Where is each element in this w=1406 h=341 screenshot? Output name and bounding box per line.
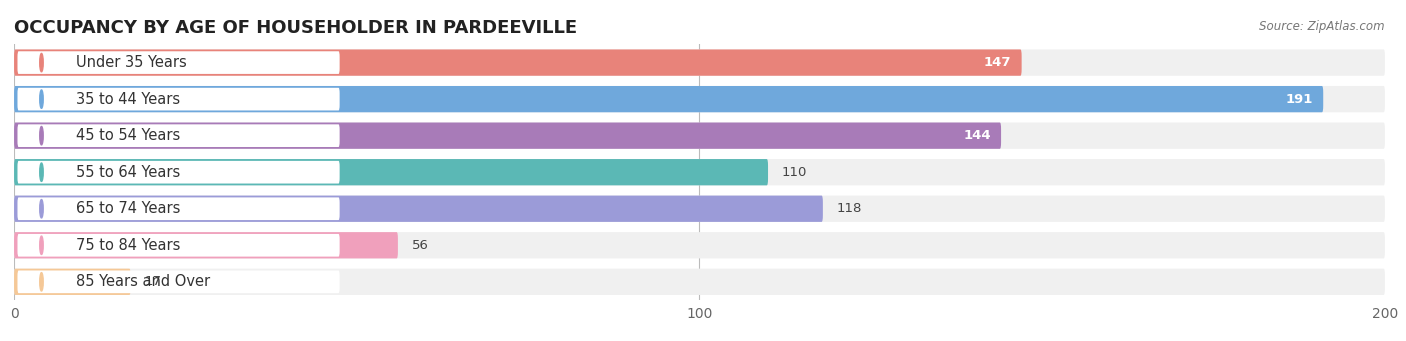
Text: 191: 191 bbox=[1285, 93, 1313, 106]
FancyBboxPatch shape bbox=[14, 49, 1022, 76]
FancyBboxPatch shape bbox=[14, 269, 1385, 295]
Text: 56: 56 bbox=[412, 239, 429, 252]
Circle shape bbox=[39, 199, 44, 218]
Circle shape bbox=[39, 54, 44, 72]
Circle shape bbox=[39, 127, 44, 145]
Circle shape bbox=[39, 163, 44, 181]
FancyBboxPatch shape bbox=[17, 124, 340, 147]
FancyBboxPatch shape bbox=[17, 161, 340, 183]
Text: 147: 147 bbox=[984, 56, 1011, 69]
FancyBboxPatch shape bbox=[14, 269, 131, 295]
Text: 118: 118 bbox=[837, 202, 862, 215]
FancyBboxPatch shape bbox=[14, 122, 1385, 149]
Text: 110: 110 bbox=[782, 166, 807, 179]
FancyBboxPatch shape bbox=[17, 270, 340, 293]
FancyBboxPatch shape bbox=[14, 232, 1385, 258]
FancyBboxPatch shape bbox=[14, 159, 768, 186]
Text: 17: 17 bbox=[145, 275, 162, 288]
FancyBboxPatch shape bbox=[17, 51, 340, 74]
Text: OCCUPANCY BY AGE OF HOUSEHOLDER IN PARDEEVILLE: OCCUPANCY BY AGE OF HOUSEHOLDER IN PARDE… bbox=[14, 19, 578, 37]
Text: 55 to 64 Years: 55 to 64 Years bbox=[76, 165, 180, 180]
Circle shape bbox=[39, 272, 44, 291]
FancyBboxPatch shape bbox=[17, 88, 340, 110]
Text: Source: ZipAtlas.com: Source: ZipAtlas.com bbox=[1260, 20, 1385, 33]
FancyBboxPatch shape bbox=[14, 196, 1385, 222]
Text: 75 to 84 Years: 75 to 84 Years bbox=[76, 238, 180, 253]
Text: 85 Years and Over: 85 Years and Over bbox=[76, 274, 209, 289]
FancyBboxPatch shape bbox=[14, 86, 1323, 112]
Text: 144: 144 bbox=[963, 129, 991, 142]
Text: 35 to 44 Years: 35 to 44 Years bbox=[76, 92, 180, 107]
FancyBboxPatch shape bbox=[14, 196, 823, 222]
FancyBboxPatch shape bbox=[14, 159, 1385, 186]
Text: Under 35 Years: Under 35 Years bbox=[76, 55, 187, 70]
FancyBboxPatch shape bbox=[14, 122, 1001, 149]
FancyBboxPatch shape bbox=[14, 86, 1385, 112]
FancyBboxPatch shape bbox=[17, 197, 340, 220]
FancyBboxPatch shape bbox=[14, 49, 1385, 76]
Circle shape bbox=[39, 90, 44, 108]
Circle shape bbox=[39, 236, 44, 254]
Text: 65 to 74 Years: 65 to 74 Years bbox=[76, 201, 180, 216]
FancyBboxPatch shape bbox=[14, 232, 398, 258]
FancyBboxPatch shape bbox=[17, 234, 340, 257]
Text: 45 to 54 Years: 45 to 54 Years bbox=[76, 128, 180, 143]
